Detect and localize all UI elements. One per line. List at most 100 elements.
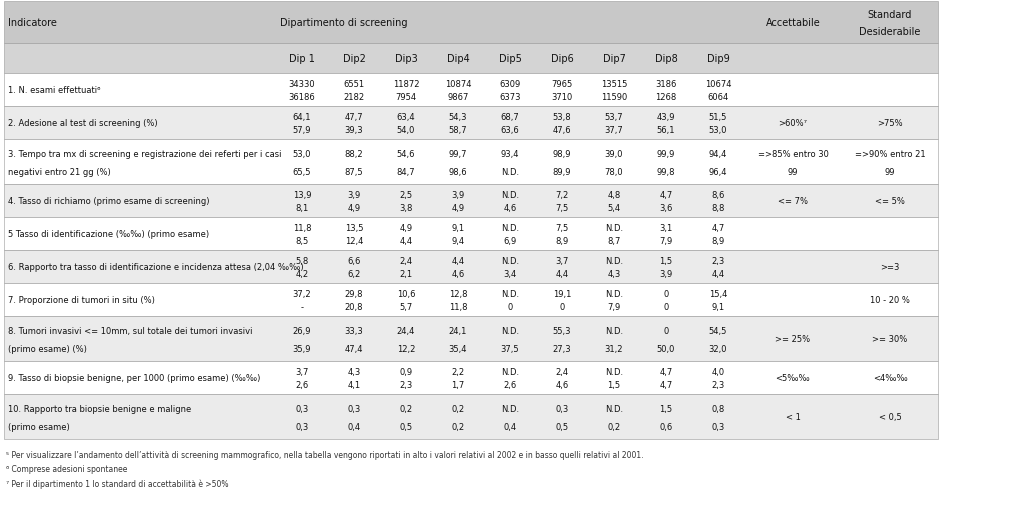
Text: 13,9: 13,9 — [293, 191, 311, 199]
Text: =>85% entro 30: =>85% entro 30 — [758, 149, 828, 159]
Text: 33,3: 33,3 — [345, 326, 364, 335]
Text: 3,8: 3,8 — [399, 204, 413, 213]
Text: 32,0: 32,0 — [709, 344, 727, 353]
Text: 3. Tempo tra mx di screening e registrazione dei referti per i casi: 3. Tempo tra mx di screening e registraz… — [8, 149, 282, 159]
Text: 0: 0 — [664, 326, 669, 335]
Bar — [4, 283, 938, 316]
Text: Indicatore: Indicatore — [8, 18, 57, 28]
Text: 50,0: 50,0 — [656, 344, 675, 353]
Text: 6,2: 6,2 — [347, 270, 360, 279]
Text: 4,8: 4,8 — [607, 191, 621, 199]
Text: 2,1: 2,1 — [399, 270, 413, 279]
Text: 3186: 3186 — [655, 80, 677, 89]
Text: 0,5: 0,5 — [399, 422, 413, 431]
Text: 8,1: 8,1 — [295, 204, 308, 213]
Text: -: - — [300, 302, 303, 312]
Text: 0,2: 0,2 — [607, 422, 621, 431]
Text: N.D.: N.D. — [501, 404, 519, 413]
Text: 1,5: 1,5 — [659, 257, 673, 266]
Text: Desiderabile: Desiderabile — [859, 27, 921, 37]
Text: 3,7: 3,7 — [555, 257, 568, 266]
Text: 4,0: 4,0 — [712, 367, 725, 376]
Text: 47,6: 47,6 — [553, 126, 571, 135]
Text: 54,5: 54,5 — [709, 326, 727, 335]
Text: 0: 0 — [664, 289, 669, 298]
Text: 8,9: 8,9 — [555, 237, 568, 246]
Text: 0,5: 0,5 — [555, 422, 568, 431]
Text: 4,4: 4,4 — [452, 257, 465, 266]
Bar — [4, 218, 938, 250]
Text: 9,1: 9,1 — [712, 302, 725, 312]
Text: 29,8: 29,8 — [345, 289, 364, 298]
Text: 7. Proporzione di tumori in situ (%): 7. Proporzione di tumori in situ (%) — [8, 295, 155, 305]
Text: 6,9: 6,9 — [504, 237, 517, 246]
Bar — [4, 185, 938, 218]
Text: N.D.: N.D. — [501, 191, 519, 199]
Text: 24,4: 24,4 — [397, 326, 415, 335]
Text: ⁷ Per il dipartimento 1 lo standard di accettabilità è >50%: ⁷ Per il dipartimento 1 lo standard di a… — [6, 478, 228, 488]
Text: 68,7: 68,7 — [501, 113, 519, 122]
Text: Dip5: Dip5 — [499, 54, 521, 64]
Text: 36186: 36186 — [289, 93, 315, 102]
Text: 10. Rapporto tra biopsie benigne e maligne: 10. Rapporto tra biopsie benigne e malig… — [8, 404, 191, 413]
Text: 0,3: 0,3 — [295, 404, 308, 413]
Text: 39,3: 39,3 — [345, 126, 364, 135]
Text: 7,9: 7,9 — [607, 302, 621, 312]
Text: 63,6: 63,6 — [501, 126, 519, 135]
Text: 99,9: 99,9 — [656, 149, 675, 159]
Text: 2. Adesione al test di screening (%): 2. Adesione al test di screening (%) — [8, 119, 158, 128]
Text: 53,0: 53,0 — [293, 149, 311, 159]
Text: 5,7: 5,7 — [399, 302, 413, 312]
Text: 9867: 9867 — [447, 93, 469, 102]
Text: 7,9: 7,9 — [659, 237, 673, 246]
Text: N.D.: N.D. — [605, 257, 623, 266]
Text: =>90% entro 21: =>90% entro 21 — [855, 149, 926, 159]
Text: 6. Rapporto tra tasso di identificazione e incidenza attesa (2,04 ‰‰): 6. Rapporto tra tasso di identificazione… — [8, 263, 304, 272]
Text: N.D.: N.D. — [605, 326, 623, 335]
Bar — [4, 316, 938, 361]
Text: 2,4: 2,4 — [555, 367, 568, 376]
Text: N.D.: N.D. — [501, 289, 519, 298]
Text: 0,2: 0,2 — [452, 422, 465, 431]
Text: 37,7: 37,7 — [604, 126, 624, 135]
Text: 2,4: 2,4 — [399, 257, 413, 266]
Text: 2,6: 2,6 — [504, 380, 517, 389]
Text: 5,8: 5,8 — [295, 257, 308, 266]
Text: 31,2: 31,2 — [605, 344, 624, 353]
Text: 6309: 6309 — [500, 80, 520, 89]
Text: N.D.: N.D. — [605, 404, 623, 413]
Text: Standard: Standard — [867, 10, 912, 20]
Text: Dip9: Dip9 — [707, 54, 729, 64]
Text: 0,3: 0,3 — [347, 404, 360, 413]
Text: 0,3: 0,3 — [555, 404, 568, 413]
Text: Dip6: Dip6 — [551, 54, 573, 64]
Text: <5‰‰: <5‰‰ — [775, 373, 810, 382]
Text: 99,7: 99,7 — [449, 149, 467, 159]
Text: 0,3: 0,3 — [295, 422, 308, 431]
Text: 0: 0 — [507, 302, 513, 312]
Text: 39,0: 39,0 — [605, 149, 624, 159]
Text: 4. Tasso di richiamo (primo esame di screening): 4. Tasso di richiamo (primo esame di scr… — [8, 196, 210, 206]
Text: 55,3: 55,3 — [553, 326, 571, 335]
Text: 4,4: 4,4 — [399, 237, 413, 246]
Text: 4,9: 4,9 — [452, 204, 465, 213]
Text: 4,9: 4,9 — [399, 224, 413, 233]
Text: 4,3: 4,3 — [607, 270, 621, 279]
Text: 4,3: 4,3 — [347, 367, 360, 376]
Text: 0,3: 0,3 — [712, 422, 725, 431]
Text: 3710: 3710 — [551, 93, 572, 102]
Text: 3,4: 3,4 — [504, 270, 517, 279]
Text: 4,7: 4,7 — [659, 191, 673, 199]
Text: 0,8: 0,8 — [712, 404, 725, 413]
Text: <4‰‰: <4‰‰ — [872, 373, 907, 382]
Text: 4,4: 4,4 — [555, 270, 568, 279]
Text: 3,6: 3,6 — [659, 204, 673, 213]
Text: 0,2: 0,2 — [452, 404, 465, 413]
Text: N.D.: N.D. — [501, 326, 519, 335]
Text: Dip2: Dip2 — [343, 54, 366, 64]
Text: 3,9: 3,9 — [659, 270, 673, 279]
Text: 3,9: 3,9 — [347, 191, 360, 199]
Text: 98,9: 98,9 — [553, 149, 571, 159]
Text: 3,9: 3,9 — [452, 191, 465, 199]
Text: 54,6: 54,6 — [396, 149, 416, 159]
